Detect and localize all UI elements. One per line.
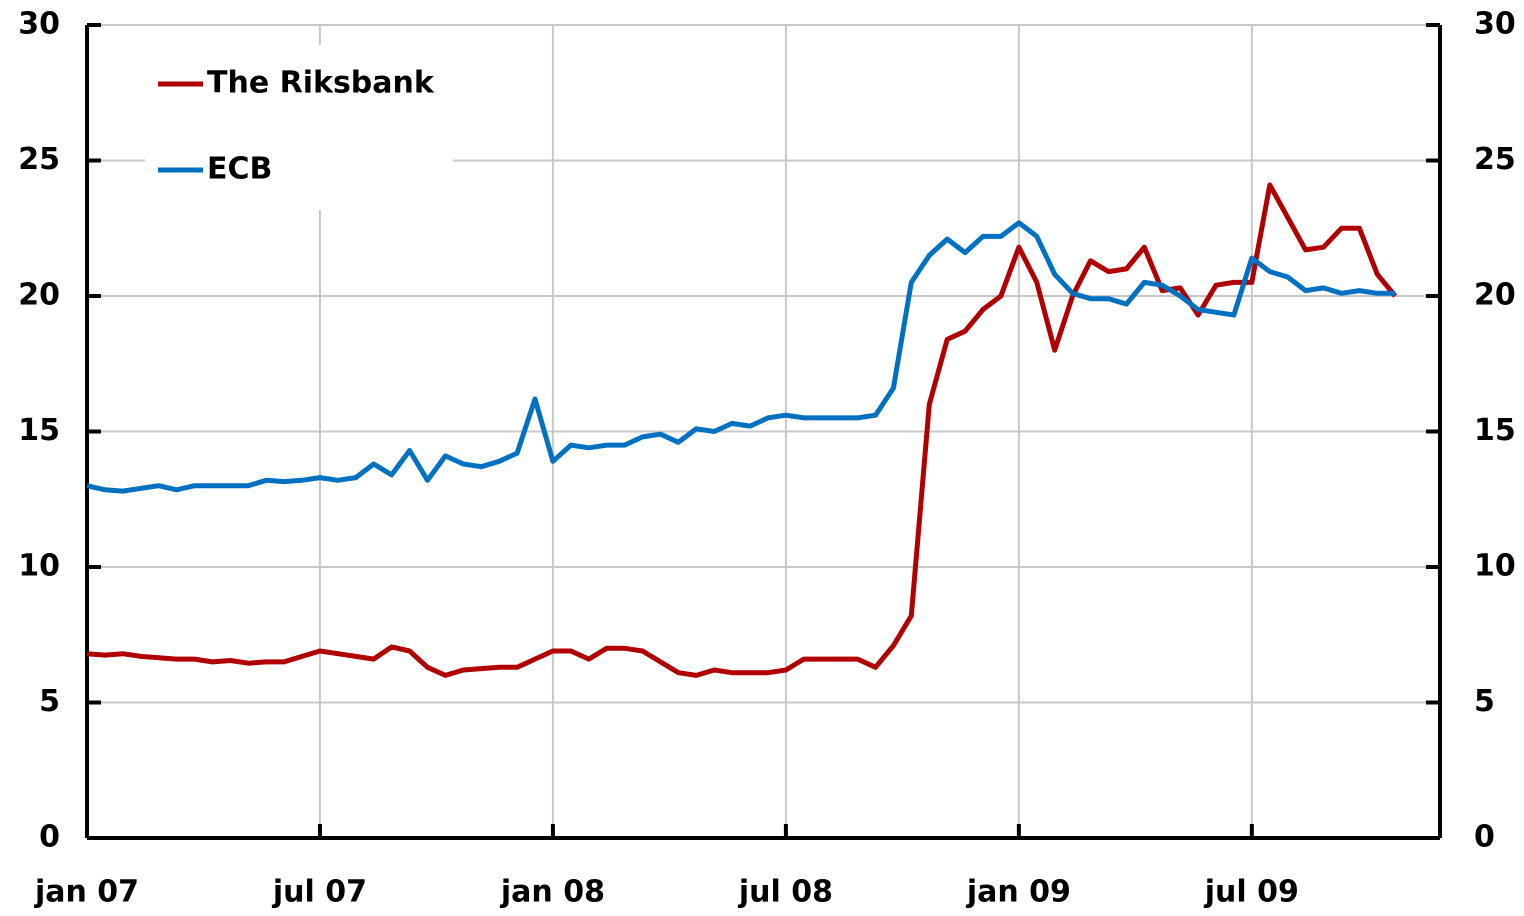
- y-tick-label: 0: [39, 820, 60, 855]
- y-tick-label: 5: [39, 684, 60, 719]
- y2-tick-label: 10: [1474, 549, 1516, 584]
- y2-tick-label: 15: [1474, 413, 1516, 448]
- y2-tick-label: 25: [1474, 142, 1516, 177]
- x-tick-label: jul 07: [272, 875, 367, 910]
- y-tick-label: 15: [18, 413, 60, 448]
- legend-label: ECB: [207, 152, 272, 187]
- x-tick-label: jan 08: [500, 875, 605, 910]
- y2-tick-label: 5: [1474, 684, 1495, 719]
- y-tick-label: 25: [18, 142, 60, 177]
- x-tick-label: jul 08: [738, 875, 833, 910]
- y-tick-label: 20: [18, 278, 60, 313]
- series-line: [86, 220, 1396, 494]
- x-tick-label: jan 07: [34, 875, 139, 910]
- legend-label: The Riksbank: [207, 66, 435, 101]
- y2-tick-label: 30: [1474, 7, 1516, 42]
- series-line: [86, 182, 1398, 678]
- x-tick-label: jan 09: [966, 875, 1071, 910]
- y-tick-label: 30: [18, 7, 60, 42]
- y2-tick-label: 20: [1474, 278, 1516, 313]
- y-tick-label: 10: [18, 549, 60, 584]
- x-tick-label: jul 09: [1204, 875, 1299, 910]
- y2-tick-label: 0: [1474, 820, 1495, 855]
- legend-box: [145, 45, 453, 210]
